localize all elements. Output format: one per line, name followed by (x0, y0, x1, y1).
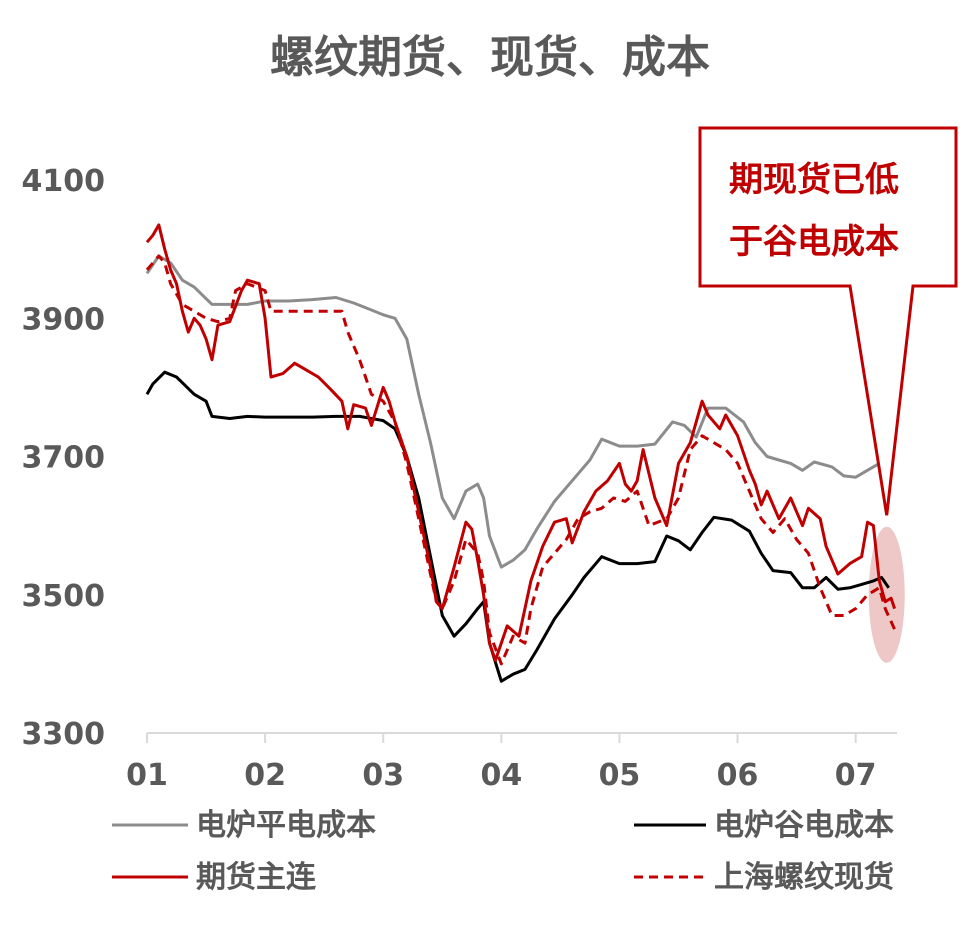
y-tick-label: 3900 (22, 302, 106, 337)
x-tick-label: 04 (480, 758, 522, 793)
x-axis: 01 02 03 04 05 06 07 (126, 732, 897, 793)
y-tick-label: 4100 (22, 164, 106, 199)
callout-text: 于谷电成本 (729, 222, 899, 262)
x-tick-label: 01 (126, 758, 168, 793)
x-tick-label: 05 (599, 758, 641, 793)
y-axis-ticks: 4100 3900 3700 3500 3300 (22, 164, 106, 752)
x-tick-label: 07 (835, 758, 877, 793)
series-line (145, 254, 896, 666)
y-tick-label: 3300 (22, 717, 106, 752)
x-tick-label: 06 (717, 758, 759, 793)
legend-label: 电炉谷电成本 (714, 808, 894, 843)
y-tick-label: 3700 (22, 441, 106, 476)
callout-text: 期现货已低 (729, 160, 899, 200)
series-line (145, 370, 890, 683)
callout-box (698, 126, 958, 516)
highlight-ellipse (868, 526, 905, 663)
y-tick-label: 3500 (22, 579, 106, 614)
x-tick-label: 02 (244, 758, 286, 793)
legend-label: 上海螺纹现货 (714, 860, 894, 895)
x-tick-label: 03 (362, 758, 404, 793)
legend-label: 期货主连 (196, 860, 317, 895)
series-line (145, 254, 893, 569)
series-line (145, 223, 897, 662)
series-layer (145, 223, 897, 683)
chart-title: 螺纹期货、现货、成本 (270, 32, 710, 83)
highlight-layer (868, 526, 905, 663)
legend-label: 电炉平电成本 (196, 808, 376, 843)
